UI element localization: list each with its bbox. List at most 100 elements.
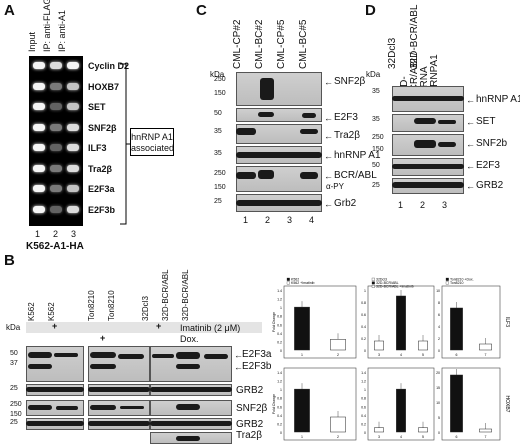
- bar: [396, 388, 406, 433]
- panel-c-kda: kDa: [210, 70, 225, 79]
- hnrnp-a1-associated-box: hnRNP A1 associated: [130, 128, 174, 156]
- y-tick-label: 0.6: [361, 313, 366, 317]
- sample-label: 32Dcl3: [141, 296, 150, 321]
- y-tick-label: 1.4: [277, 371, 282, 375]
- protein-band: [176, 352, 200, 359]
- protein-band: [56, 406, 78, 410]
- kda-marker: 50: [10, 350, 18, 357]
- legend-swatch: [371, 281, 375, 285]
- chart-frame: [283, 367, 357, 441]
- protein-band: [236, 200, 322, 206]
- bar: [479, 343, 492, 351]
- y-tick-label: 0.8: [361, 301, 366, 305]
- protein-label: α-PY: [326, 182, 344, 191]
- bar: [330, 339, 346, 351]
- pcr-band: [50, 164, 62, 172]
- y-tick-label: 1.4: [277, 289, 282, 293]
- protein-band: [438, 142, 456, 147]
- pcr-band: [50, 82, 62, 90]
- kda-marker: 150: [372, 146, 384, 153]
- y-tick-label: 0.8: [277, 397, 282, 401]
- protein-label: E2F3b: [242, 361, 272, 372]
- protein-band: [28, 352, 52, 358]
- protein-label: SNF2β: [236, 403, 268, 414]
- bar: [396, 295, 406, 351]
- lane-label-2: CML-BC#2: [254, 19, 265, 69]
- row-label: ILF3: [504, 317, 510, 327]
- lane-number: 1: [398, 200, 404, 210]
- y-tick-label: 0: [280, 349, 282, 353]
- pcr-band: [50, 185, 62, 192]
- y-tick-label: 1.2: [277, 298, 282, 302]
- sample-label: Ton8210: [107, 290, 116, 321]
- protein-band: [300, 172, 318, 179]
- protein-label: GRB2: [236, 385, 264, 396]
- arrow-icon: ←: [466, 161, 475, 171]
- legend-entry: 32D-BCR/ABL +Imatinib: [376, 285, 414, 289]
- y-tick-label: 10: [436, 289, 440, 293]
- pcr-band: [50, 62, 62, 69]
- protein-band: [258, 170, 274, 179]
- sample-label: Ton8210: [87, 290, 96, 321]
- y-tick-label: 1: [364, 388, 366, 392]
- y-tick-label: 1.4: [361, 371, 366, 375]
- y-tick-label: 0: [364, 349, 366, 353]
- bar: [374, 340, 384, 351]
- plus-dox: +: [100, 333, 106, 343]
- protein-label: SNF2β: [334, 76, 366, 87]
- y-tick-label: 0.6: [277, 405, 282, 409]
- x-tick-label: 3: [378, 353, 380, 357]
- bar: [294, 306, 310, 351]
- protein-band: [392, 96, 464, 101]
- bar: [294, 388, 310, 433]
- arrow-icon: ←: [466, 139, 475, 149]
- rt-pcr-gel: [29, 56, 83, 226]
- lane-label-3: CML-CP#5: [276, 19, 287, 69]
- protein-band: [392, 182, 464, 188]
- pcr-band: [33, 144, 45, 151]
- y-tick-label: 0: [280, 431, 282, 435]
- pcr-band: [50, 205, 62, 213]
- y-tick-label: 6: [438, 313, 440, 317]
- legend-entry: K562 +Imatinib: [291, 281, 314, 285]
- kda-marker: 25: [10, 385, 18, 392]
- kda-marker: 35: [214, 150, 222, 157]
- y-tick-label: 5: [438, 416, 440, 420]
- y-tick-label: 0: [364, 431, 366, 435]
- protein-label: E2F3: [334, 112, 358, 123]
- protein-band: [414, 140, 436, 148]
- protein-band: [150, 421, 232, 426]
- pcr-band: [50, 144, 62, 151]
- kda-marker: 25: [10, 419, 18, 426]
- lane-number: 3: [287, 215, 293, 225]
- plus-imatinib-32d: +: [156, 321, 162, 331]
- pcr-band: [33, 62, 45, 69]
- y-tick-label: 1: [364, 289, 366, 293]
- kda-marker: 250: [214, 76, 226, 83]
- y-tick-label: 0.2: [277, 340, 282, 344]
- kda-marker: 250: [214, 170, 226, 177]
- bar: [418, 340, 428, 351]
- lane-number: 3: [71, 229, 77, 239]
- pcr-band: [67, 164, 79, 172]
- y-tick-label: 0.2: [361, 337, 366, 341]
- imatinib-label: Imatinib (2 μM): [180, 323, 241, 333]
- kda-marker: 150: [214, 90, 226, 97]
- protein-band: [414, 118, 436, 124]
- panel-a-letter: A: [4, 2, 15, 19]
- protein-band: [28, 364, 52, 369]
- lane-label-1: CML-CP#2: [232, 19, 243, 69]
- protein-label: BCR/ABL: [334, 170, 377, 181]
- western-blot-strip: [236, 166, 322, 192]
- protein-band: [258, 112, 274, 117]
- protein-band: [204, 354, 228, 359]
- arrow-icon: ←: [234, 362, 243, 372]
- legend-swatch: [371, 285, 375, 288]
- arrow-icon: ←: [466, 117, 475, 127]
- x-tick-label: 6: [456, 353, 458, 357]
- y-tick-label: 1.2: [277, 380, 282, 384]
- kda-marker: 50: [372, 162, 380, 169]
- y-tick-label: 1: [280, 306, 282, 310]
- protein-label: hnRNP A1: [476, 94, 520, 105]
